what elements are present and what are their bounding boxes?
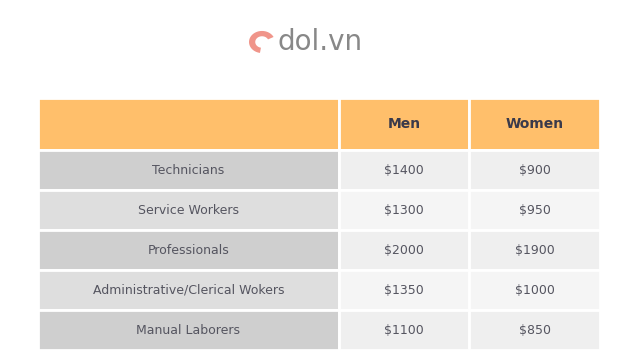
Text: $900: $900 bbox=[518, 163, 550, 176]
Text: $2000: $2000 bbox=[384, 243, 424, 256]
Text: Service Workers: Service Workers bbox=[138, 203, 239, 216]
Text: Women: Women bbox=[506, 117, 564, 131]
Bar bbox=[469, 230, 600, 270]
Bar bbox=[339, 310, 469, 350]
Text: $950: $950 bbox=[518, 203, 550, 216]
Text: $1350: $1350 bbox=[384, 284, 424, 297]
Bar bbox=[38, 310, 339, 350]
Bar bbox=[339, 98, 469, 150]
Bar bbox=[339, 270, 469, 310]
Text: $850: $850 bbox=[518, 324, 550, 337]
Text: Professionals: Professionals bbox=[147, 243, 229, 256]
Text: $1000: $1000 bbox=[515, 284, 554, 297]
Text: $1100: $1100 bbox=[384, 324, 424, 337]
Text: Men: Men bbox=[387, 117, 420, 131]
Text: $1300: $1300 bbox=[384, 203, 424, 216]
Bar bbox=[339, 230, 469, 270]
Bar bbox=[469, 150, 600, 190]
Bar bbox=[38, 230, 339, 270]
Text: $1900: $1900 bbox=[515, 243, 554, 256]
Bar bbox=[339, 150, 469, 190]
Bar bbox=[469, 190, 600, 230]
Bar bbox=[469, 270, 600, 310]
Text: $1400: $1400 bbox=[384, 163, 424, 176]
Text: dol.vn: dol.vn bbox=[277, 28, 363, 56]
Bar bbox=[38, 150, 339, 190]
Text: Technicians: Technicians bbox=[152, 163, 225, 176]
Bar bbox=[38, 270, 339, 310]
Bar bbox=[38, 98, 339, 150]
Bar bbox=[339, 190, 469, 230]
Text: Administrative/Clerical Wokers: Administrative/Clerical Wokers bbox=[93, 284, 284, 297]
Bar bbox=[469, 98, 600, 150]
Bar bbox=[38, 190, 339, 230]
Bar bbox=[469, 310, 600, 350]
Polygon shape bbox=[249, 31, 273, 53]
Text: Manual Laborers: Manual Laborers bbox=[136, 324, 241, 337]
